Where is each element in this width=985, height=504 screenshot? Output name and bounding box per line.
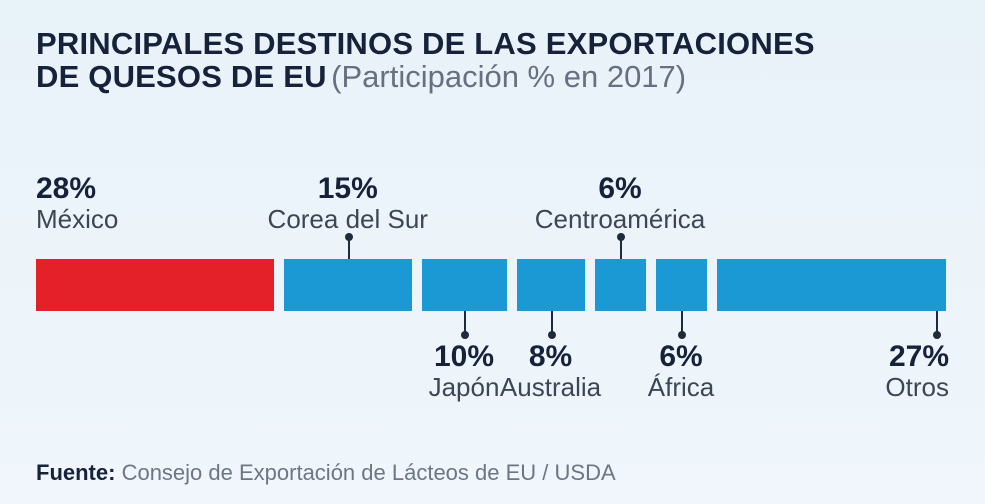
label-layer: 28%México 15%Corea del Sur 10%Japón8%Austr…: [36, 163, 949, 413]
segment-label: 15%Corea del Sur: [268, 173, 428, 233]
segment-name: Japón: [429, 373, 500, 401]
segment-pct: 6%: [648, 341, 714, 373]
title-line-2-note: (Participación % en 2017): [331, 59, 686, 94]
segment-name: África: [648, 373, 714, 401]
tick-line: [620, 237, 622, 259]
source-text: Consejo de Exportación de Lácteos de EU …: [122, 460, 616, 485]
title-line-1: PRINCIPALES DESTINOS DE LAS EXPORTACIONE…: [36, 28, 949, 61]
title-block: PRINCIPALES DESTINOS DE LAS EXPORTACIONE…: [36, 28, 949, 93]
tick-line: [551, 311, 553, 335]
segment-pct: 10%: [429, 341, 500, 373]
segment-name: Centroamérica: [535, 205, 706, 233]
segment-pct: 15%: [268, 173, 428, 205]
segment-label: 8%Australia: [500, 341, 601, 401]
segment-pct: 8%: [500, 341, 601, 373]
tick-line: [936, 311, 938, 335]
segment-name: México: [36, 205, 118, 233]
segment-label: 28%México: [36, 173, 118, 233]
segment-label: 6%Centroamérica: [535, 173, 706, 233]
segment-pct: 6%: [535, 173, 706, 205]
chart-area: 28%México 15%Corea del Sur 10%Japón8%Austr…: [36, 163, 949, 413]
segment-name: Corea del Sur: [268, 205, 428, 233]
segment-pct: 28%: [36, 173, 118, 205]
tick-line: [681, 311, 683, 335]
tick-line: [464, 311, 466, 335]
title-line-2: DE QUESOS DE EU (Participación % en 2017…: [36, 61, 949, 94]
segment-label: 6%África: [648, 341, 714, 401]
title-line-2-bold: DE QUESOS DE EU: [36, 59, 327, 94]
segment-label: 27%Otros: [885, 341, 949, 401]
segment-label: 10%Japón: [429, 341, 500, 401]
segment-name: Australia: [500, 373, 601, 401]
source-label: Fuente:: [36, 460, 115, 485]
infographic-container: PRINCIPALES DESTINOS DE LAS EXPORTACIONE…: [0, 0, 985, 504]
source-footer: Fuente: Consejo de Exportación de Lácteo…: [36, 460, 616, 486]
tick-line: [348, 237, 350, 259]
segment-name: Otros: [885, 373, 949, 401]
segment-pct: 27%: [885, 341, 949, 373]
